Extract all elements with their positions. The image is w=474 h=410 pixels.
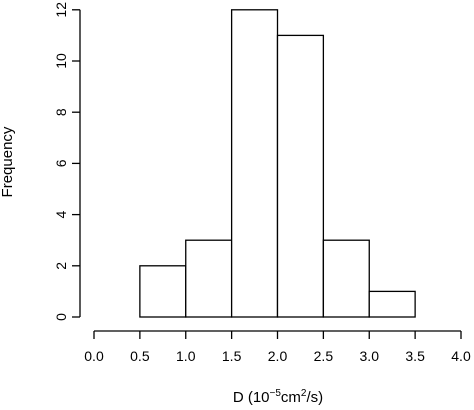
histogram-bar: [185, 239, 233, 318]
x-tick-label: 2.0: [268, 348, 288, 364]
x-axis-label: D (10−5cm2/s): [233, 388, 323, 406]
x-tick-label: 0.0: [84, 348, 104, 364]
y-tick-label: 8: [53, 108, 69, 116]
histogram-bars: [139, 9, 416, 318]
y-tick-label: 6: [53, 159, 69, 167]
histogram-bar: [322, 239, 370, 318]
x-tick-label: 3.0: [360, 348, 380, 364]
y-tick-label: 10: [53, 53, 69, 69]
x-tick-label: 2.5: [314, 348, 334, 364]
y-tick-label: 4: [53, 210, 69, 218]
histogram-bar: [230, 9, 279, 318]
x-tick-label: 1.5: [222, 348, 242, 364]
y-tick-label: 0: [53, 313, 69, 321]
x-tick-label: 3.5: [405, 348, 425, 364]
y-axis-label: Frequency: [0, 126, 16, 197]
y-tick-label: 2: [53, 262, 69, 270]
x-axis: 0.0 0.5 1.0 1.5 2.0 2.5 3.0 3.5 4.0: [84, 330, 471, 364]
histogram-bar: [368, 290, 416, 318]
histogram-bar: [139, 265, 187, 318]
x-tick-label: 1.0: [176, 348, 196, 364]
y-tick-label: 12: [53, 2, 69, 18]
histogram-bar: [276, 34, 325, 318]
y-axis: 0 2 4 6 8 10 12: [53, 2, 81, 321]
x-tick-label: 0.5: [130, 348, 150, 364]
x-tick-label: 4.0: [451, 348, 471, 364]
